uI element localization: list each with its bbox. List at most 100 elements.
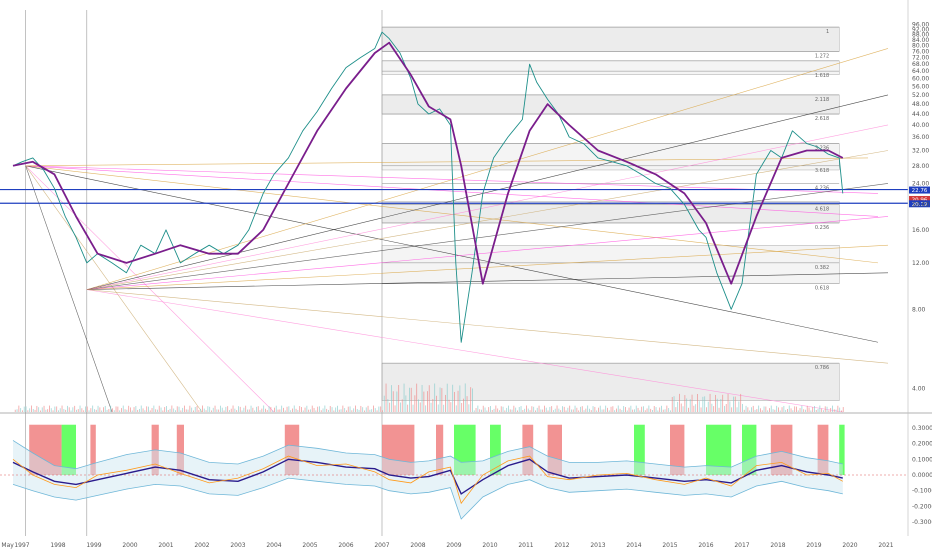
volume-bar: [695, 404, 697, 412]
volume-bar: [306, 405, 308, 412]
oscillator-axis-tick: 0.2000: [912, 441, 932, 448]
volume-bar: [268, 406, 270, 412]
volume-bar: [787, 408, 788, 412]
volume-bar: [677, 401, 679, 412]
volume-bar: [839, 407, 841, 412]
volume-bar: [594, 406, 596, 412]
oscillator-axis-tick: -0.2000: [912, 503, 932, 510]
fan-line[interactable]: [86, 272, 889, 290]
volume-bar: [776, 405, 778, 412]
fan-line[interactable]: [86, 289, 889, 364]
volume-bar: [698, 401, 700, 412]
volume-bar: [513, 405, 515, 412]
fan-line[interactable]: [86, 48, 889, 290]
x-axis-tick: 2016: [698, 542, 713, 549]
oscillator-line[interactable]: [12, 455, 843, 505]
volume-bar: [788, 405, 790, 412]
volume-bar: [338, 409, 340, 412]
volume-bar: [121, 408, 122, 412]
volume-bar: [171, 405, 173, 412]
volume-bar: [369, 409, 371, 412]
fan-line[interactable]: [86, 150, 889, 290]
fan-line[interactable]: [25, 165, 275, 413]
oscillator-line[interactable]: [12, 477, 843, 520]
volume-bar: [391, 385, 392, 412]
volume-bar: [110, 405, 112, 412]
volume-bar: [205, 410, 207, 412]
oscillator-line[interactable]: [12, 440, 843, 470]
volume-bar: [261, 408, 263, 412]
price-axis-tick: 52.00: [912, 92, 929, 99]
volume-bar: [166, 406, 167, 412]
volume-bar: [641, 406, 643, 412]
fan-line[interactable]: [25, 165, 113, 413]
volume-bar: [16, 409, 18, 412]
fib-level-label: 0.236: [815, 225, 829, 231]
volume-bar: [38, 407, 40, 412]
fan-line[interactable]: [25, 157, 869, 167]
fan-line[interactable]: [86, 94, 889, 290]
volume-bar: [596, 410, 598, 412]
volume-bar: [538, 405, 540, 412]
fib-band: [381, 362, 840, 401]
fan-line[interactable]: [86, 124, 889, 290]
volume-bar: [423, 391, 425, 412]
x-axis-tick: 2006: [338, 542, 353, 549]
volume-bar: [529, 410, 531, 412]
volume-bar: [52, 410, 54, 412]
signal-block: [176, 424, 184, 475]
volume-bar: [761, 410, 763, 412]
price-line[interactable]: [12, 31, 844, 343]
volume-bar: [193, 410, 194, 412]
volume-bar: [740, 393, 742, 412]
volume-bar: [337, 405, 338, 412]
volume-bar: [72, 407, 74, 412]
volume-bar: [763, 406, 765, 412]
volume-bar: [571, 409, 572, 412]
signal-block: [61, 424, 76, 475]
fan-line[interactable]: [86, 216, 889, 290]
x-axis-tick: 2017: [734, 542, 749, 549]
volume-bar: [472, 388, 473, 412]
volume-bar: [140, 405, 142, 412]
volume-bar: [419, 402, 421, 412]
volume-bar: [778, 407, 779, 412]
volume-bar: [47, 409, 49, 412]
volume-bar: [587, 405, 589, 412]
volume-bar: [585, 408, 587, 412]
volume-bar: [180, 410, 182, 412]
volume-bar: [716, 398, 718, 412]
volume-bar: [355, 405, 356, 412]
volume-bar: [209, 406, 211, 412]
volume-bar: [680, 403, 682, 412]
volume-bar: [189, 405, 191, 412]
volume-bar: [679, 393, 680, 412]
volume-bar: [18, 405, 20, 412]
price-axis-tick: 84.00: [912, 37, 929, 44]
volume-bar: [691, 394, 693, 412]
fan-line[interactable]: [25, 165, 879, 217]
volume-bar: [828, 410, 830, 412]
fan-line[interactable]: [86, 183, 889, 290]
volume-bar: [437, 404, 439, 412]
volume-bar: [758, 405, 760, 412]
volume-bar: [112, 408, 113, 412]
moving-average-line[interactable]: [12, 41, 844, 285]
volume-bar: [671, 397, 673, 412]
fan-line[interactable]: [25, 165, 879, 343]
volume-bar: [342, 405, 344, 412]
x-axis-tick: 1998: [50, 542, 65, 549]
volume-bar: [797, 410, 799, 412]
volume-bar: [684, 395, 686, 412]
volume-bar: [772, 409, 774, 412]
fan-line[interactable]: [86, 289, 843, 413]
oscillator-line[interactable]: [12, 458, 843, 495]
volume-bar: [256, 406, 257, 412]
volume-bar: [126, 409, 128, 412]
volume-bar: [734, 396, 736, 412]
volume-bar: [725, 404, 727, 412]
volume-bar: [371, 409, 373, 412]
